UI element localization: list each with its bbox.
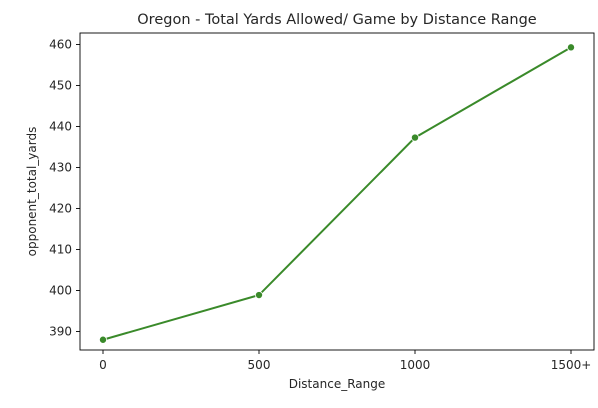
data-point	[99, 335, 108, 344]
y-tick-label: 450	[49, 78, 72, 92]
x-axis: 0 500 1000 1500+	[99, 350, 591, 372]
data-point	[567, 43, 576, 52]
y-tick-label: 400	[49, 284, 72, 298]
series-line	[102, 46, 572, 341]
plot-frame	[79, 32, 595, 351]
y-tick-label: 430	[49, 161, 72, 175]
data-point	[254, 291, 263, 300]
x-tick-label: 500	[248, 358, 271, 372]
data-point	[410, 133, 419, 142]
x-tick-label: 0	[99, 358, 107, 372]
y-axis-label: opponent_total_yards	[25, 127, 39, 257]
y-tick-label: 410	[49, 243, 72, 257]
y-tick-label: 390	[49, 325, 72, 339]
plot-area	[99, 43, 576, 344]
y-tick-label: 440	[49, 120, 72, 134]
x-tick-label: 1500+	[551, 358, 592, 372]
chart-title: Oregon - Total Yards Allowed/ Game by Di…	[137, 12, 537, 28]
y-axis: 390 400 410 420 430 440 450 460	[49, 37, 80, 339]
x-axis-label: Distance_Range	[289, 377, 386, 391]
y-tick-label: 460	[49, 37, 72, 51]
y-tick-label: 420	[49, 202, 72, 216]
x-tick-label: 1000	[400, 358, 431, 372]
